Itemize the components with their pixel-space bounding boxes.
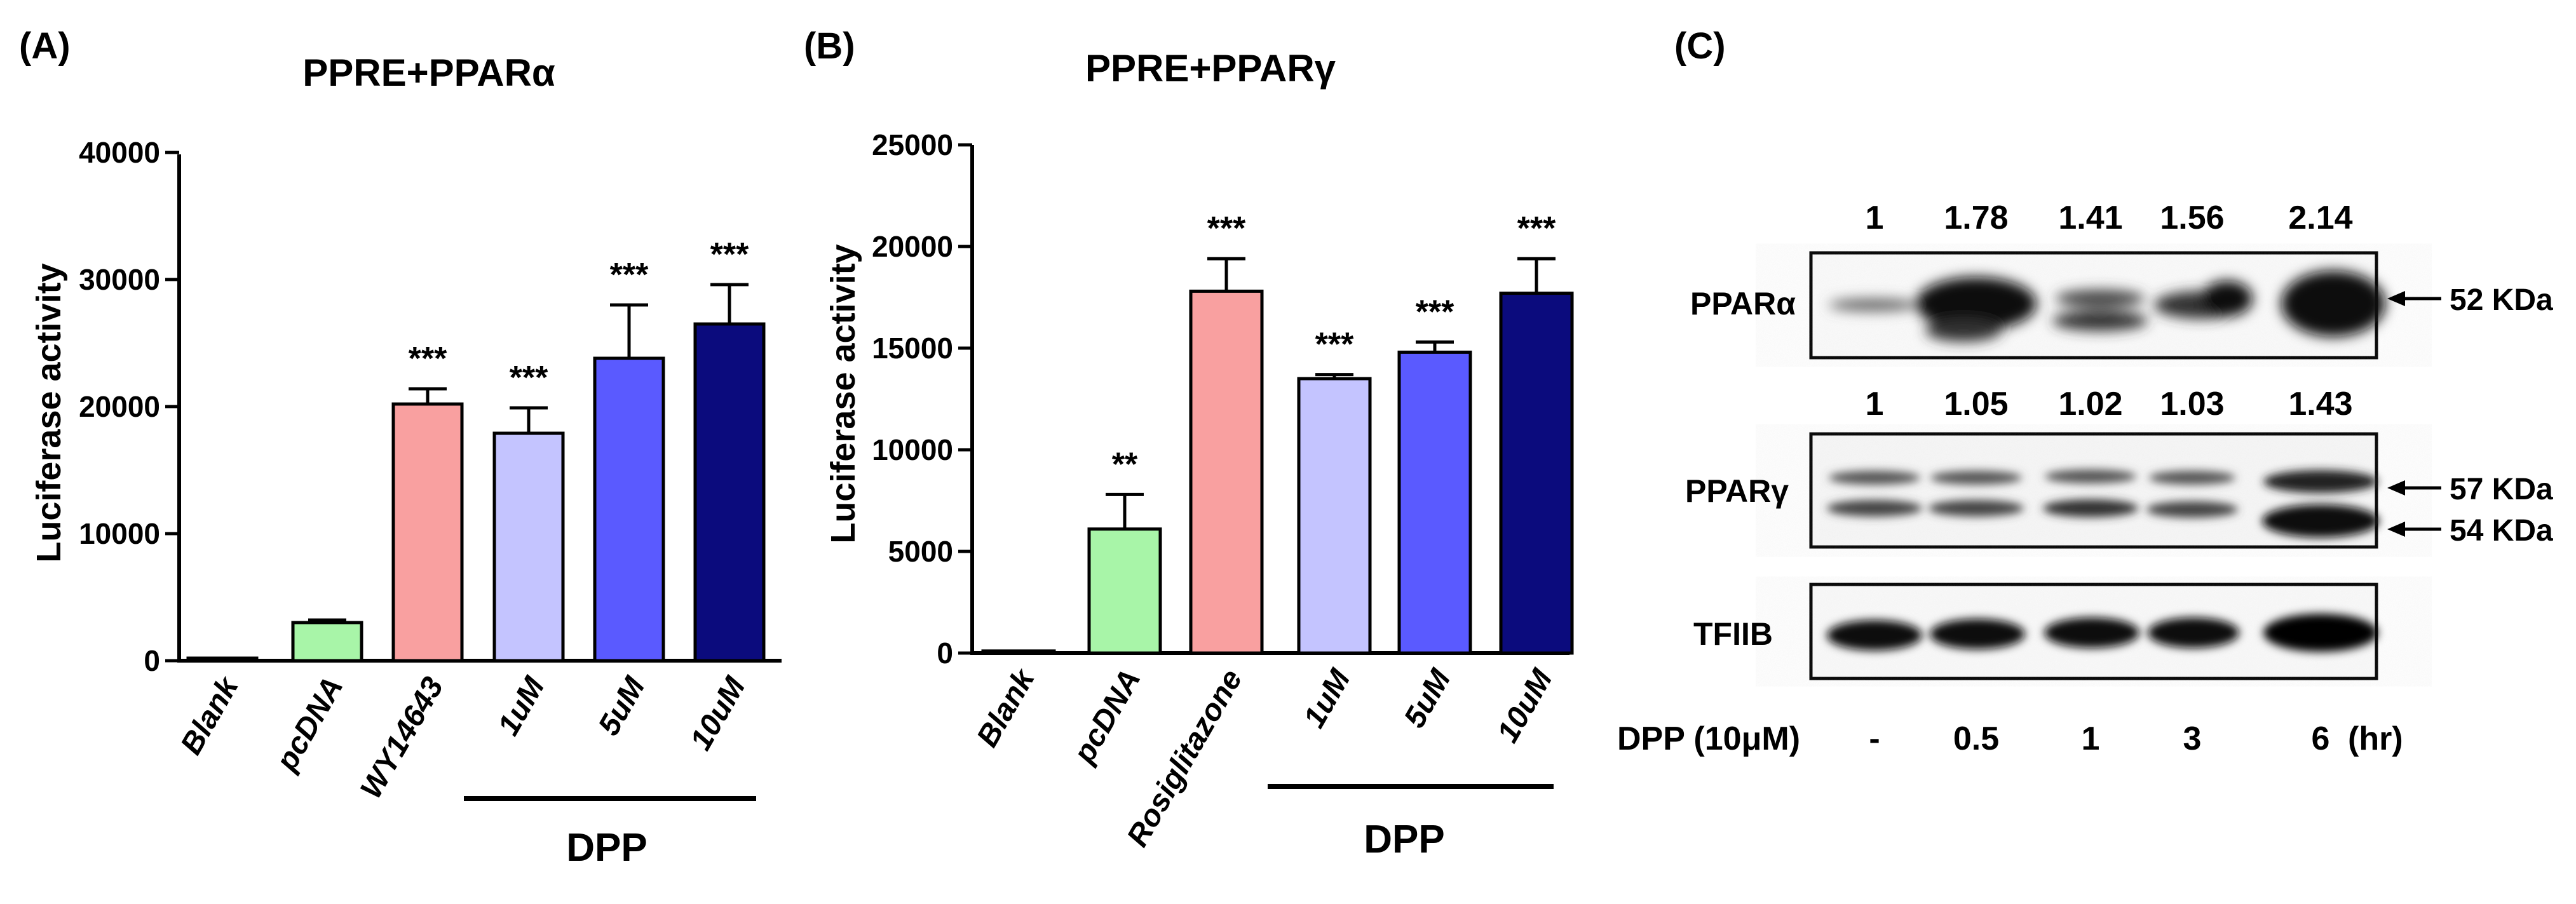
panel-b-significance: *** <box>1207 210 1246 247</box>
panel-b-significance: ** <box>1112 446 1138 483</box>
panel-b-bar-pcdna <box>1087 527 1162 655</box>
ppar-gamma-blot: PPARγ 57 KDa 54 KDa <box>1685 432 2553 549</box>
ppar-gamma-ratio: 1.03 <box>2160 386 2224 422</box>
panel-b-y-tick-label: 15000 <box>872 332 953 365</box>
panel-a-bar-10um <box>693 322 766 663</box>
ppar-gamma-label: PPARγ <box>1685 473 1789 509</box>
ppar-alpha-label: PPARα <box>1690 286 1796 321</box>
panel-a-label: (A) <box>19 25 71 67</box>
panel-a-title: PPRE+PPARα <box>302 51 555 94</box>
panel-a-bar-blank <box>186 656 259 663</box>
panel-b-y-tick-label: 0 <box>937 637 953 670</box>
panel-a-significance: *** <box>409 341 447 377</box>
panel-a-bar-5um <box>593 356 665 663</box>
panel-b-bar-10um <box>1499 292 1574 655</box>
panel-b-significance: *** <box>1416 293 1454 330</box>
panel-b-x-label: 10uM <box>1491 663 1559 748</box>
panel-b-significance: *** <box>1315 327 1354 363</box>
time-point: - <box>1869 720 1880 757</box>
ppar-alpha-ratio: 1 <box>1866 199 1884 236</box>
panel-a-bar-pcdna <box>291 621 363 663</box>
tfiib-blot: TFIIB <box>1693 583 2378 680</box>
ppar-gamma-upper-size: 57 KDa <box>2450 473 2553 506</box>
ppar-alpha-ratio: 1.78 <box>1944 199 2008 236</box>
ppar-gamma-ratio: 1 <box>1866 386 1884 422</box>
ppar-alpha-ratio: 1.41 <box>2058 199 2122 236</box>
ppar-alpha-ratio: 2.14 <box>2288 199 2352 236</box>
panel-a-x-labels: Blank pcDNA WY14643 1uM 5uM 10uM <box>174 670 752 804</box>
ppar-alpha-size: 52 KDa <box>2450 283 2553 317</box>
panel-a-x-label: 10uM <box>684 671 752 756</box>
ppar-gamma-ratio: 1.43 <box>2288 386 2352 422</box>
panel-b-significance: *** <box>1517 210 1556 247</box>
panel-b-bar-blank <box>981 649 1056 655</box>
ppar-alpha-blot: PPARα 52 KDa <box>1690 251 2553 360</box>
panel-b-y-tick-label: 20000 <box>872 230 953 263</box>
treatment-label: DPP (10μM) <box>1617 720 1800 757</box>
panel-c: (C) 1 1.78 1.41 1.56 2.14 PPARα 52 KDa 1 1.0 <box>1617 25 2553 757</box>
panel-b: (B) PPRE+PPARγ Luciferase activity 0 5000… <box>804 25 1574 861</box>
panel-a-x-label: WY14643 <box>354 671 450 804</box>
ppar-gamma-ratios: 1 1.05 1.02 1.03 1.43 <box>1866 386 2353 422</box>
panel-c-label: (C) <box>1674 25 1726 67</box>
panel-a-y-tick-label: 10000 <box>79 517 160 550</box>
panel-a-bar-wy14643 <box>391 402 464 663</box>
panel-b-y-tick-label: 5000 <box>888 535 953 568</box>
panel-b-bars: ************** <box>981 210 1574 655</box>
panel-a-x-label: 1uM <box>492 671 552 741</box>
panel-a-x-label: Blank <box>174 670 245 760</box>
time-point: 3 <box>2183 720 2202 757</box>
panel-a-x-label: pcDNA <box>269 671 350 778</box>
time-point: 1 <box>2082 720 2100 757</box>
panel-a-x-label: 5uM <box>592 671 652 741</box>
panel-a-y-tick-label: 40000 <box>79 136 160 169</box>
time-point: 0.5 <box>1953 720 1999 757</box>
panel-b-dpp-group-label: DPP <box>1364 818 1444 861</box>
tfiib-label: TFIIB <box>1693 616 1773 652</box>
panel-b-bar-rosiglitazone <box>1189 289 1264 655</box>
panel-b-label: (B) <box>804 25 855 67</box>
ppar-alpha-ratio: 1.56 <box>2160 199 2224 236</box>
panel-a-bar-1um <box>492 431 565 663</box>
panel-a-dpp-group-label: DPP <box>566 826 647 870</box>
panel-b-x-label: 5uM <box>1398 663 1458 734</box>
panel-b-x-label: pcDNA <box>1067 664 1148 770</box>
panel-b-x-label: 1uM <box>1298 663 1357 734</box>
time-unit: (hr) <box>2348 720 2403 757</box>
panel-b-y-ticks: 0 5000 10000 15000 20000 25000 <box>872 128 972 670</box>
panel-a-y-ticks: 0 10000 20000 30000 40000 <box>79 136 179 677</box>
ppar-alpha-ratios: 1 1.78 1.41 1.56 2.14 <box>1866 199 2353 236</box>
ppar-gamma-lower-size: 54 KDa <box>2450 514 2553 548</box>
panel-a-significance: *** <box>710 236 749 273</box>
panel-b-y-axis-label: Luciferase activity <box>824 244 862 543</box>
ppar-gamma-ratio: 1.02 <box>2058 386 2122 422</box>
panel-b-x-label: Blank <box>970 663 1041 753</box>
panel-a-y-tick-label: 20000 <box>79 390 160 423</box>
panel-a: (A) PPRE+PPARα Luciferase activity 0 1000… <box>19 25 782 870</box>
panel-b-y-tick-label: 10000 <box>872 433 953 466</box>
ppar-gamma-ratio: 1.05 <box>1944 386 2008 422</box>
time-points: - 0.5 1 3 6 <box>1869 720 2329 757</box>
panel-a-significance: *** <box>610 257 649 293</box>
panel-b-bar-1um <box>1297 377 1372 655</box>
panel-a-bars: *** *** *** *** <box>186 236 766 663</box>
panel-a-y-tick-label: 0 <box>144 644 160 677</box>
panel-b-title: PPRE+PPARγ <box>1085 47 1336 90</box>
panel-a-significance: *** <box>510 360 548 396</box>
time-point: 6 <box>2312 720 2330 757</box>
panel-a-y-axis-label: Luciferase activity <box>30 263 68 562</box>
panel-a-y-tick-label: 30000 <box>79 263 160 296</box>
panel-b-y-tick-label: 25000 <box>872 128 953 161</box>
panel-b-bar-5um <box>1397 350 1472 655</box>
